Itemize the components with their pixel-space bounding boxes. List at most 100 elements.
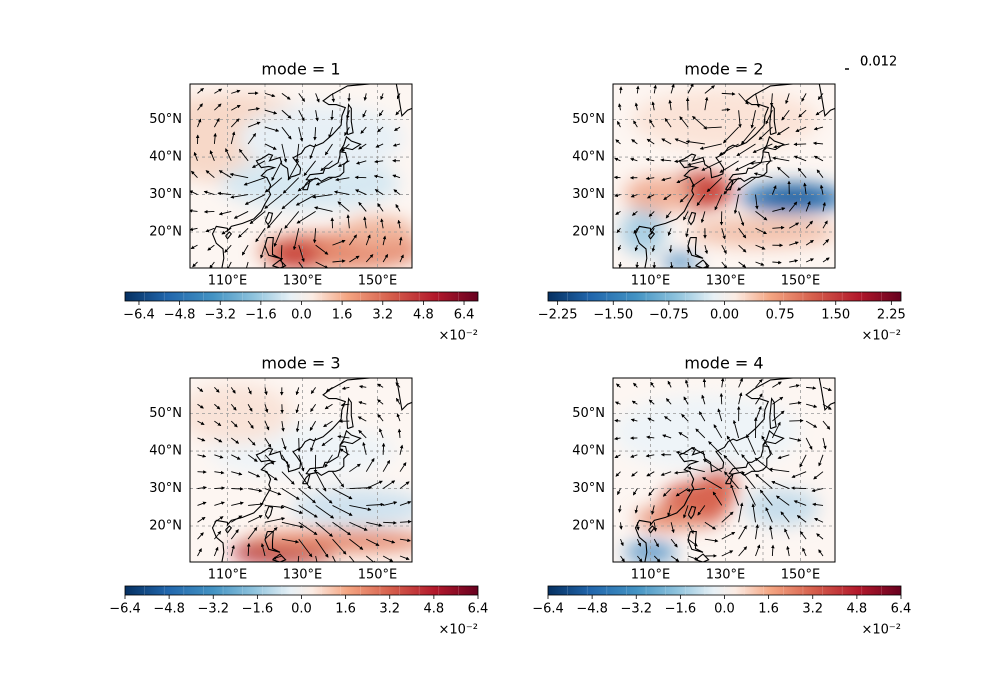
wind-vector [650, 228, 655, 235]
coastline [264, 211, 274, 226]
wind-vector [675, 450, 689, 456]
coastline [695, 553, 710, 562]
lat-label: 40°N [149, 444, 182, 459]
wind-vector [213, 546, 219, 557]
wind-vector [279, 245, 284, 262]
wind-vector [674, 470, 689, 475]
wind-vector [377, 126, 384, 133]
wind-vector [190, 244, 198, 250]
wind-vector [620, 555, 625, 562]
wind-vector [789, 241, 799, 246]
map-panel: mode = 2 50°N 40°N 30°N 20°N 110°E 130°E 150°E −… [538, 60, 906, 344]
wind-vector [214, 437, 223, 443]
wind-vector [646, 435, 655, 440]
wind-vector [721, 261, 728, 268]
wind-vector [805, 200, 811, 212]
wind-vector [281, 454, 290, 469]
wind-vector [813, 126, 824, 131]
wind-vector [751, 503, 756, 523]
wind-vector [812, 502, 824, 507]
wind-vector [755, 244, 766, 250]
wind-vector [768, 467, 790, 473]
wind-vector [264, 437, 272, 448]
wind-vector [816, 169, 824, 178]
wind-vector [315, 93, 320, 103]
wind-vector [281, 109, 292, 119]
wind-vector [687, 555, 699, 561]
wind-vector [328, 126, 333, 139]
wind-vector [197, 103, 203, 111]
wind-vector [382, 538, 396, 544]
coastline [272, 553, 287, 562]
colorbar-tick-label: 4.8 [424, 602, 445, 617]
wind-vector [358, 201, 367, 212]
wind-vector [218, 210, 232, 216]
wind-vector [315, 555, 318, 562]
wind-vector [264, 109, 278, 115]
wind-vector [377, 399, 384, 405]
wind-vector [789, 259, 799, 263]
wind-vector [755, 524, 759, 540]
map-frame [189, 377, 413, 563]
wind-vector [775, 495, 790, 506]
colorbar-tick-label: 1.50 [821, 308, 850, 323]
coastline [634, 84, 835, 268]
wind-vector [396, 93, 401, 100]
wind-vector [231, 104, 241, 111]
wind-vector [399, 500, 412, 506]
coastline [225, 231, 233, 240]
wind-vector [818, 549, 824, 557]
wind-vector [264, 488, 282, 496]
wind-vector [281, 488, 300, 500]
wind-vector [243, 177, 266, 186]
wind-vector [230, 403, 237, 411]
wind-vector [721, 244, 727, 254]
wind-vector [214, 387, 220, 393]
wind-vector [399, 555, 410, 561]
wind-vector [281, 538, 299, 544]
colorbar-tick-label: −4.8 [164, 308, 196, 323]
wind-vector [793, 500, 807, 506]
wind-vector [366, 480, 383, 489]
wind-vector [732, 419, 740, 439]
wind-vector [799, 454, 807, 468]
wind-vector [349, 521, 368, 531]
wind-vector [281, 521, 304, 529]
wind-vector [769, 525, 773, 540]
wind-vector [356, 160, 367, 165]
wind-vector [811, 488, 824, 493]
wind-vector [645, 453, 655, 458]
wind-vector [315, 244, 329, 255]
wind-vector [247, 404, 253, 412]
colorbar-tick-label: −3.2 [620, 602, 652, 617]
wind-vector [365, 234, 371, 246]
wind-vector [248, 107, 260, 111]
wind-vector [298, 521, 318, 536]
lat-label: 20°N [572, 225, 605, 240]
wind-vector [822, 239, 830, 246]
map-panel: mode = 4 50°N 40°N 30°N 20°N 110°E 130°E 150°E −… [532, 354, 911, 638]
wind-vector [365, 254, 374, 263]
wind-vector [399, 519, 412, 524]
coastline [762, 429, 785, 446]
wind-vector [346, 110, 350, 120]
map-frame [189, 83, 413, 269]
wind-vector [665, 398, 672, 405]
map-panel: mode = 3 50°N 40°N 30°N 20°N 110°E 130°E 150°E −… [109, 354, 488, 638]
wind-vector [264, 404, 269, 413]
wind-vector [741, 126, 756, 145]
wind-vector [362, 441, 367, 455]
wind-vector [670, 84, 675, 94]
wind-vector [284, 211, 300, 229]
wind-vector [691, 446, 706, 456]
wind-vector [781, 109, 790, 121]
lon-label: 110°E [208, 274, 248, 289]
wind-vector [190, 209, 198, 213]
wind-vector [395, 382, 401, 388]
lat-label: 40°N [572, 150, 605, 165]
wind-vector [615, 211, 621, 215]
wind-vector [298, 538, 313, 558]
map-frame [612, 83, 836, 269]
wind-vector [738, 93, 749, 105]
wind-vector [209, 261, 215, 268]
